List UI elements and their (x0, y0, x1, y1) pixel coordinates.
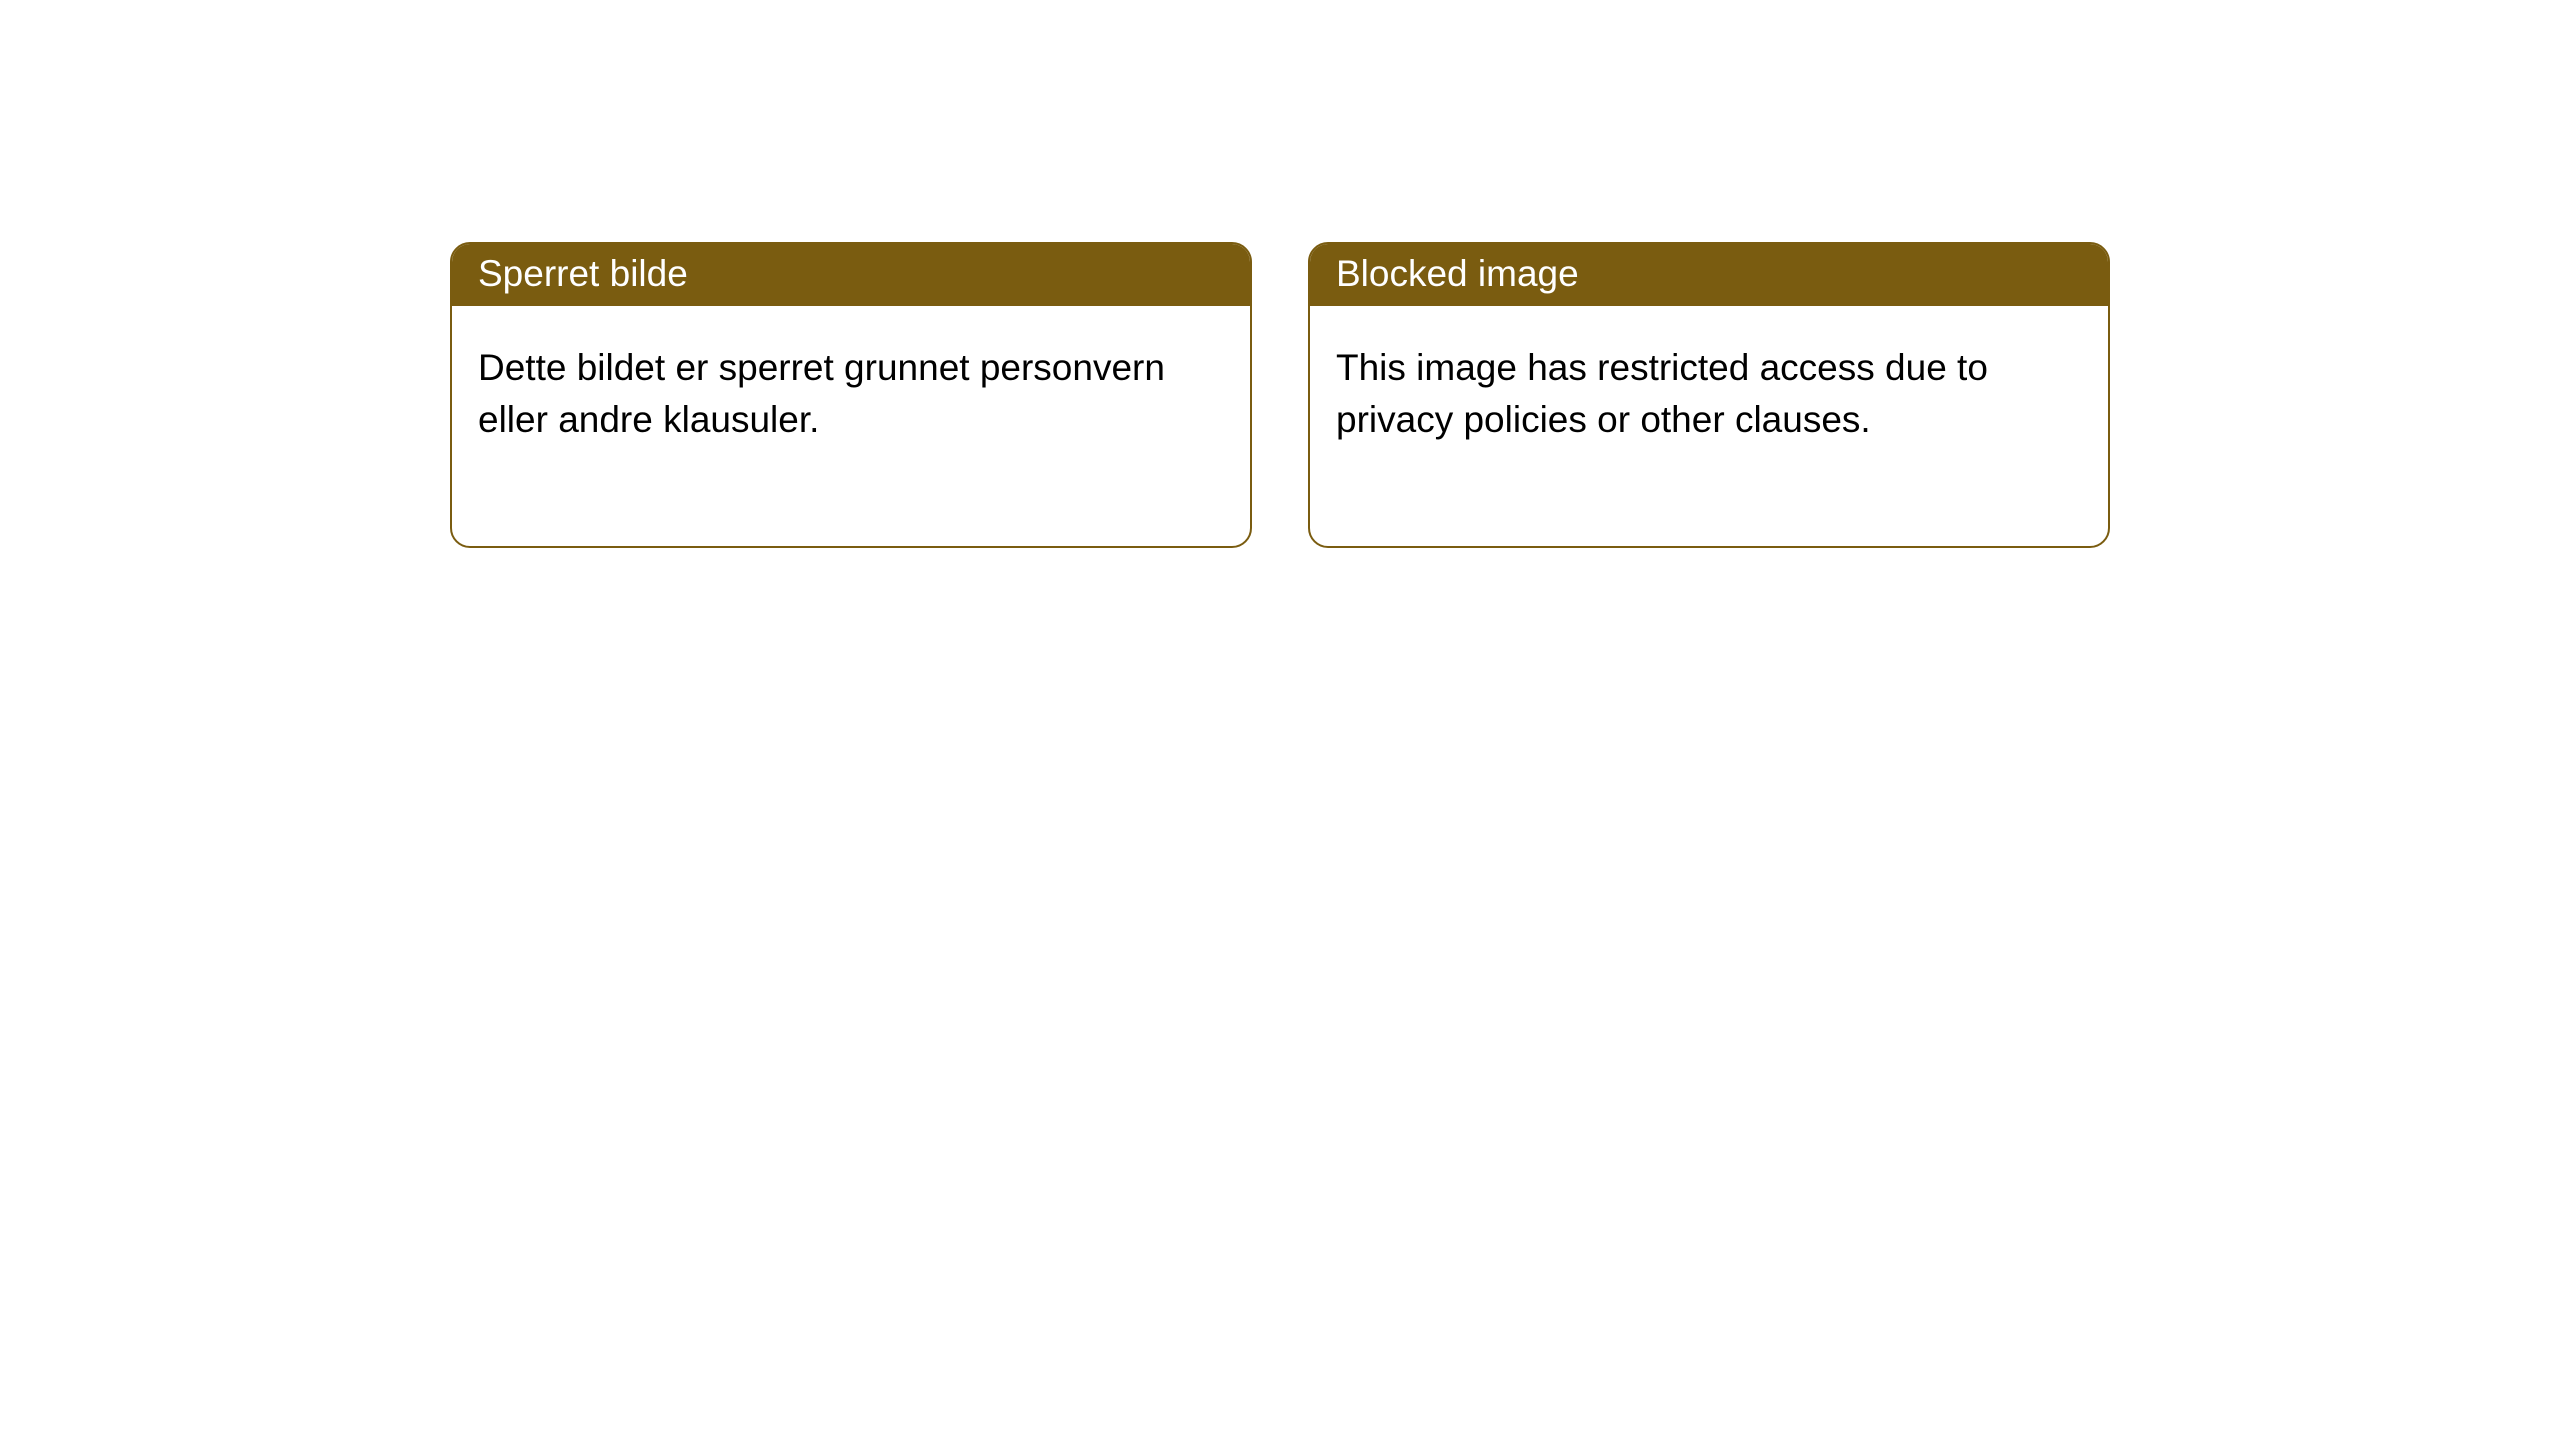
notice-box-norwegian: Sperret bilde Dette bildet er sperret gr… (450, 242, 1252, 548)
notice-body-english: This image has restricted access due to … (1310, 306, 2108, 546)
notice-container: Sperret bilde Dette bildet er sperret gr… (0, 0, 2560, 548)
notice-header-norwegian: Sperret bilde (452, 244, 1250, 306)
notice-header-english: Blocked image (1310, 244, 2108, 306)
notice-box-english: Blocked image This image has restricted … (1308, 242, 2110, 548)
notice-body-norwegian: Dette bildet er sperret grunnet personve… (452, 306, 1250, 546)
